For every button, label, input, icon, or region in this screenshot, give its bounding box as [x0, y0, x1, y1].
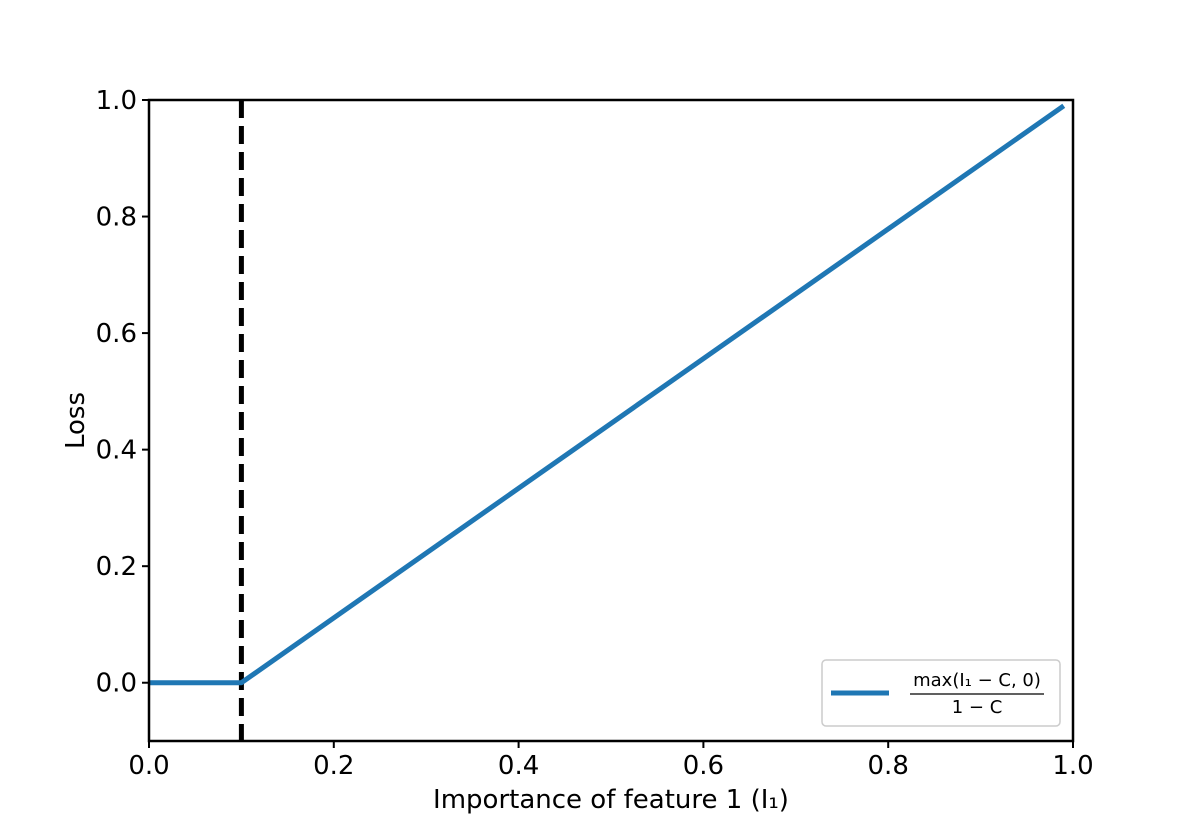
y-tick-label: 0.2 — [96, 552, 137, 582]
y-tick-label: 0.0 — [96, 669, 137, 699]
x-tick-label: 1.0 — [1052, 751, 1093, 781]
y-tick-label: 0.8 — [96, 203, 137, 233]
legend-denominator: 1 − C — [952, 697, 1003, 718]
y-tick-label: 0.4 — [96, 436, 137, 466]
x-axis-ticks: 0.0 0.2 0.4 0.6 0.8 1.0 — [128, 741, 1094, 781]
x-tick-label: 0.2 — [313, 751, 354, 781]
y-axis-label: Loss — [61, 392, 91, 449]
legend-numerator: max(I₁ − C, 0) — [913, 670, 1041, 691]
y-tick-label: 1.0 — [96, 86, 137, 116]
x-tick-label: 0.4 — [498, 751, 539, 781]
legend: max(I₁ − C, 0) 1 − C — [821, 659, 1061, 727]
axes-frame — [147, 98, 1075, 743]
y-tick-label: 0.6 — [96, 319, 137, 349]
series-line-0 — [149, 103, 1066, 686]
y-axis-ticks: 0.0 0.2 0.4 0.6 0.8 1.0 — [96, 86, 149, 699]
x-tick-label: 0.8 — [868, 751, 909, 781]
plot-area — [149, 100, 1066, 741]
x-tick-label: 0.0 — [128, 751, 169, 781]
x-axis-label: Importance of feature 1 (I₁) — [433, 785, 789, 815]
x-tick-label: 0.6 — [683, 751, 724, 781]
legend-box — [821, 659, 1061, 727]
